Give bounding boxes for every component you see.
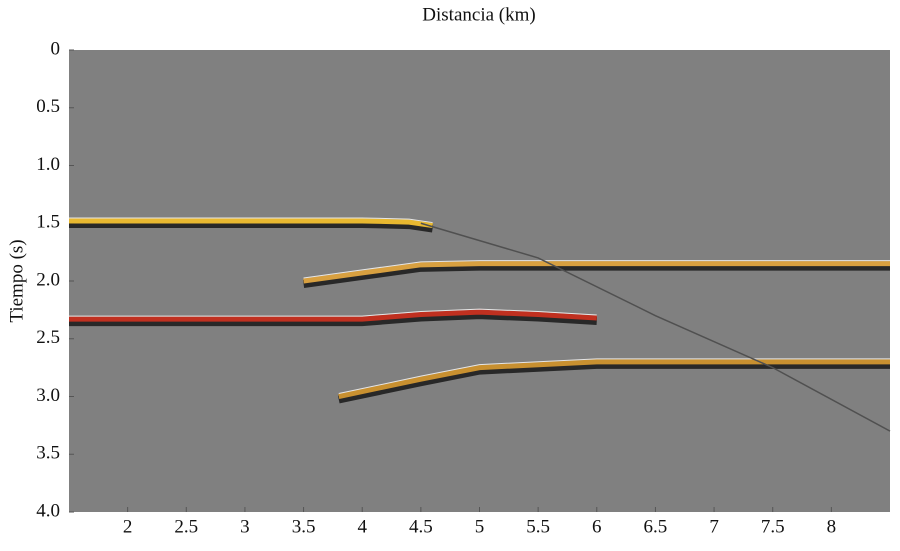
reflector [69, 309, 597, 322]
reflector-highlight [69, 308, 597, 317]
x-tick-label: 7 [709, 516, 719, 537]
reflector-shadow [69, 219, 434, 233]
x-tick-label: 2 [123, 516, 133, 537]
x-tick-label: 3 [240, 516, 250, 537]
reflector-shadow [303, 262, 890, 288]
y-axis-label: Tiempo (s) [6, 239, 27, 322]
y-tick-label: 2.0 [36, 269, 60, 290]
x-tick-label: 6.5 [644, 516, 668, 537]
y-tick-label: 0 [51, 38, 61, 59]
x-tick-label: 5 [475, 516, 485, 537]
x-tick-label: 6 [592, 516, 602, 537]
x-tick-label: 4 [357, 516, 367, 537]
reflector [338, 359, 890, 399]
x-tick-label: 2.5 [174, 516, 198, 537]
x-tick-label: 7.5 [761, 516, 785, 537]
x-tick-label: 8 [827, 516, 837, 537]
plot-area [69, 50, 890, 512]
reflector-highlight [303, 260, 890, 279]
reflector-shadow [337, 360, 890, 404]
chart-title: Distancia (km) [422, 4, 535, 25]
y-tick-label: 3.0 [36, 385, 60, 406]
y-tick-label: 1.5 [36, 212, 60, 233]
reflector-highlight [338, 358, 890, 394]
x-tick-label: 4.5 [409, 516, 433, 537]
x-tick-label: 3.5 [292, 516, 316, 537]
reflector [303, 261, 890, 284]
y-tick-label: 1.0 [36, 154, 60, 175]
x-tick-label: 5.5 [526, 516, 550, 537]
y-tick-label: 3.5 [36, 443, 60, 464]
reflector-shadow [69, 311, 598, 327]
y-tick-label: 2.5 [36, 327, 60, 348]
reflector-highlight [69, 217, 433, 224]
y-tick-label: 0.5 [36, 96, 60, 117]
reflector [420, 222, 891, 432]
y-tick-label: 4.0 [36, 500, 60, 521]
